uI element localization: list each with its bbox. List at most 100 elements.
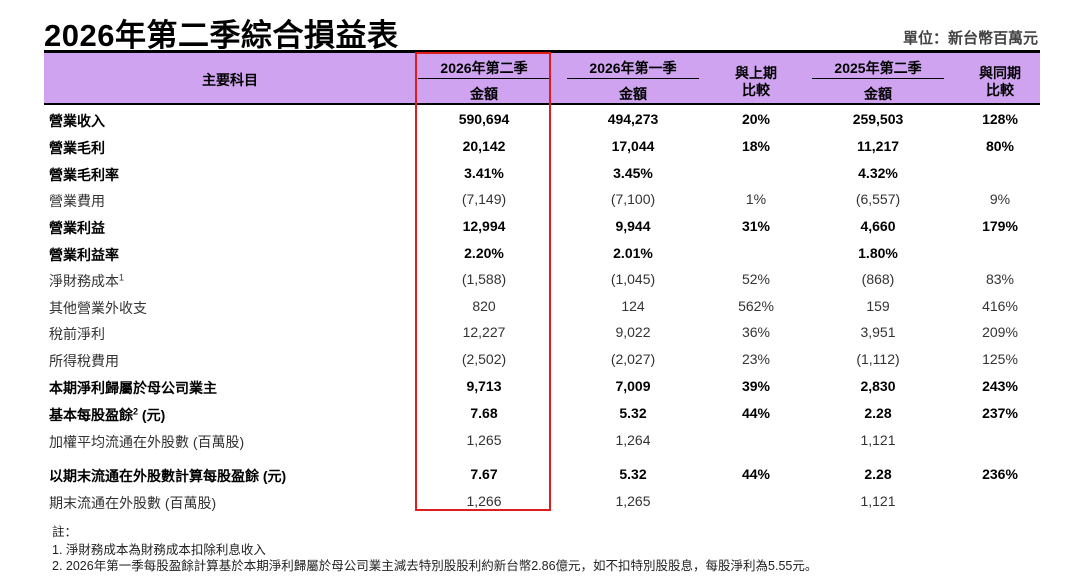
cell-yoy: 128% [982, 111, 1018, 127]
cell-qoq: 44% [741, 466, 771, 482]
cell-q2-2026: 2.20% [464, 245, 504, 261]
header-bottom-rule [44, 103, 1040, 105]
cell-yoy: 80% [985, 138, 1015, 154]
cell-q2-2026: (1,588) [461, 271, 507, 287]
row-label: 營業毛利 [49, 140, 105, 156]
cell-q2-2026: 7.67 [470, 466, 498, 482]
row-label: 加權平均流通在外股數 (百萬股) [49, 434, 245, 450]
cell-q1-2026: (7,100) [610, 191, 656, 207]
cell-qoq: 36% [741, 324, 771, 340]
cell-qoq: 1% [745, 191, 767, 207]
cell-q1-2026: 5.32 [619, 405, 647, 421]
header-qoq-top: 與上期 [735, 65, 777, 81]
cell-q1-2026: 7,009 [615, 378, 651, 394]
cell-yoy: 125% [982, 351, 1018, 367]
header-qoq-bottom: 比較 [742, 82, 770, 98]
cell-q2-2025: 2,830 [860, 378, 896, 394]
cell-q2-2025: 4.32% [858, 165, 898, 181]
cell-q1-2026: 3.45% [613, 165, 653, 181]
header-q2-2026-amount: 金額 [470, 86, 498, 102]
cell-q1-2026: (2,027) [610, 351, 656, 367]
cell-q1-2026: 494,273 [607, 111, 659, 127]
cell-q2-2025: (868) [861, 271, 895, 287]
row-label: 營業利益 [49, 220, 105, 236]
cell-yoy: 237% [982, 405, 1018, 421]
unit-label: 單位：新台幣百萬元 [902, 30, 1038, 47]
cell-q2-2026: (7,149) [461, 191, 507, 207]
cell-q2-2025: 11,217 [856, 138, 900, 154]
cell-q2-2026: (2,502) [461, 351, 507, 367]
cell-q2-2025: 1,121 [860, 432, 896, 448]
row-label: 本期淨利歸屬於母公司業主 [49, 380, 217, 396]
row-label: 營業毛利率 [49, 167, 119, 183]
row-label: 其他營業外收支 [49, 300, 147, 316]
row-label: 基本每股盈餘2 (元) [49, 406, 166, 423]
header-divider [567, 78, 699, 79]
cell-q1-2026: (1,045) [610, 271, 656, 287]
cell-q1-2026: 2.01% [613, 245, 653, 261]
cell-yoy: 209% [982, 324, 1018, 340]
cell-q2-2025: 159 [866, 298, 890, 314]
header-top-rule [44, 50, 1040, 53]
note-2: 2. 2026年第一季每股盈餘計算基於本期淨利歸屬於母公司業主減去特別股股利約新… [52, 559, 818, 573]
header-divider [418, 78, 550, 79]
cell-q2-2026: 20,142 [462, 138, 506, 154]
cell-q1-2026: 1,265 [615, 493, 651, 509]
cell-q1-2026: 124 [621, 298, 645, 314]
header-yoy-top: 與同期 [979, 65, 1021, 81]
cell-q1-2026: 1,264 [615, 432, 651, 448]
cell-qoq: 23% [741, 351, 771, 367]
note-1: 1. 淨財務成本為財務成本扣除利息收入 [52, 543, 266, 557]
row-label: 期末流通在外股數 (百萬股) [49, 495, 217, 511]
header-q2-2025-amount: 金額 [864, 86, 892, 102]
header-q1-2026-amount: 金額 [619, 86, 647, 102]
cell-qoq: 52% [741, 271, 771, 287]
notes-heading: 註： [52, 525, 78, 539]
cell-yoy: 243% [982, 378, 1018, 394]
row-label: 以期末流通在外股數計算每股盈餘 (元) [49, 468, 287, 484]
cell-yoy: 83% [985, 271, 1015, 287]
cell-q2-2026: 820 [472, 298, 496, 314]
row-label: 所得稅費用 [49, 353, 119, 369]
highlight-box [415, 52, 551, 511]
header-q1-2026-period: 2026年第一季 [589, 60, 677, 76]
cell-q2-2025: 2.28 [864, 466, 892, 482]
row-label: 營業收入 [49, 113, 105, 129]
header-q2-2025-period: 2025年第二季 [834, 60, 922, 76]
cell-q2-2025: (6,557) [855, 191, 901, 207]
cell-q2-2025: 1.80% [858, 245, 898, 261]
cell-q1-2026: 17,044 [611, 138, 655, 154]
cell-q2-2026: 3.41% [464, 165, 504, 181]
cell-q2-2026: 1,265 [466, 432, 502, 448]
row-label: 營業利益率 [49, 247, 119, 263]
cell-q2-2025: 2.28 [864, 405, 892, 421]
cell-q2-2026: 9,713 [466, 378, 502, 394]
header-divider [812, 78, 944, 79]
cell-q2-2026: 590,694 [458, 111, 510, 127]
cell-yoy: 416% [982, 298, 1018, 314]
cell-q2-2026: 12,227 [462, 324, 506, 340]
cell-q2-2025: (1,112) [856, 351, 900, 367]
header-yoy-bottom: 比較 [986, 82, 1014, 98]
cell-yoy: 236% [982, 466, 1018, 482]
cell-q2-2025: 3,951 [860, 324, 896, 340]
header-q2-2026-period: 2026年第二季 [440, 60, 528, 76]
cell-q1-2026: 9,022 [615, 324, 651, 340]
cell-qoq: 562% [738, 298, 774, 314]
cell-qoq: 18% [741, 138, 771, 154]
cell-qoq: 44% [741, 405, 771, 421]
cell-q1-2026: 5.32 [619, 466, 647, 482]
cell-q2-2026: 1,266 [466, 493, 502, 509]
cell-qoq: 20% [741, 111, 771, 127]
header-item: 主要科目 [202, 72, 258, 88]
row-label: 營業費用 [49, 193, 105, 209]
row-label: 淨財務成本1 [49, 272, 125, 289]
cell-q2-2025: 259,503 [852, 111, 904, 127]
cell-yoy: 179% [982, 218, 1018, 234]
cell-q2-2026: 7.68 [470, 405, 498, 421]
cell-q1-2026: 9,944 [615, 218, 651, 234]
row-label: 稅前淨利 [49, 326, 105, 342]
cell-qoq: 31% [741, 218, 771, 234]
cell-q2-2025: 1,121 [860, 493, 896, 509]
cell-q2-2026: 12,994 [462, 218, 506, 234]
